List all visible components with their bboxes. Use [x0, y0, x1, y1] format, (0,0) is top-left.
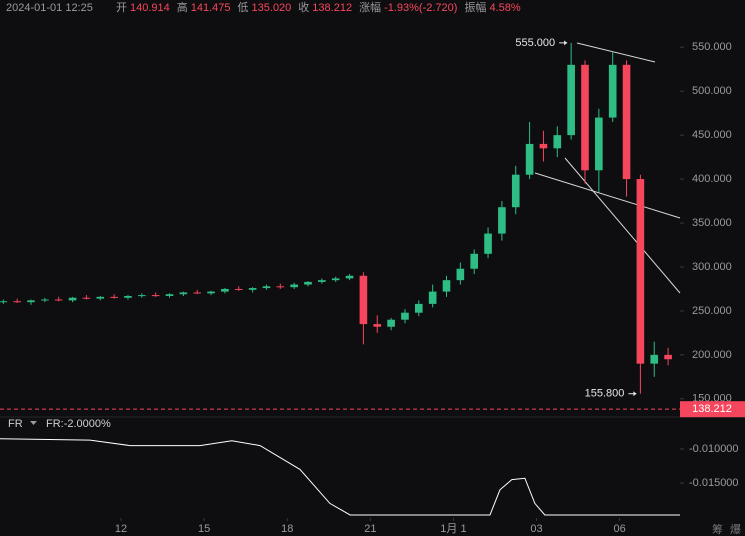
candle-body — [27, 300, 35, 303]
candle-body — [553, 135, 562, 149]
candle-body — [345, 275, 354, 279]
candle-body — [221, 288, 229, 292]
header-value: 141.475 — [191, 2, 231, 14]
y-tick-label: 400.000 — [692, 173, 732, 185]
indicator-label: FR:-2.0000% — [46, 418, 111, 430]
candle-body — [622, 64, 631, 180]
header-value: 135.020 — [252, 2, 292, 14]
x-tick-label: 1月 1 — [440, 523, 466, 535]
y2-tick-label: -0.015000 — [689, 477, 739, 489]
candle-body — [0, 301, 8, 303]
y-tick-label: 350.000 — [692, 217, 732, 229]
candle-body — [13, 301, 21, 303]
candle-body — [138, 295, 146, 297]
candle-body — [234, 288, 243, 290]
header-label: 低 — [238, 1, 249, 14]
y-tick-label: 300.000 — [692, 261, 732, 273]
header-value: 138.212 — [312, 2, 352, 14]
header-time: 2024-01-01 12:25 — [6, 2, 93, 14]
candle-body — [650, 354, 659, 364]
header-label: 涨幅 — [359, 1, 381, 14]
header-quotes: 开 140.914 高 141.475 低 135.020 收 138.212 涨幅 -1.93%… — [116, 0, 521, 14]
x-tick-label: 15 — [198, 523, 210, 535]
y-tick-label: 550.000 — [692, 41, 732, 53]
header-value: -1.93%(-2.720) — [384, 2, 457, 14]
header-value: 140.914 — [130, 2, 170, 14]
annotation-label: 155.800 — [585, 388, 625, 400]
x-tick-label: 12 — [115, 523, 127, 535]
x-tick-label: 06 — [613, 523, 625, 535]
candle-body — [193, 292, 202, 294]
y2-tick-label: -0.010000 — [689, 443, 739, 455]
candle-body — [318, 280, 326, 282]
candle-body — [498, 207, 506, 234]
candle-body — [636, 179, 645, 364]
annotation-arrowhead — [564, 40, 568, 46]
candle-body — [124, 295, 132, 298]
candle-body — [110, 296, 118, 298]
header-label: 收 — [298, 0, 309, 14]
y-tick-label: 200.000 — [692, 349, 732, 361]
trend-line — [576, 42, 656, 63]
candle-body — [290, 284, 298, 288]
annotation-label: 555.000 — [515, 37, 555, 49]
candle-body — [68, 297, 77, 301]
candle-body — [96, 296, 105, 299]
candle-body — [414, 303, 423, 313]
candle-body — [387, 319, 395, 327]
candle-body — [248, 288, 257, 290]
candle-body — [442, 280, 451, 292]
candle-body — [165, 294, 174, 296]
header-label: 高 — [177, 0, 188, 14]
x-tick-label: 21 — [364, 523, 376, 535]
candle-body — [525, 143, 534, 175]
candle-body — [179, 292, 188, 295]
candle-body — [262, 286, 271, 289]
candle-body — [401, 312, 409, 320]
candle-body — [567, 64, 575, 136]
candle-body — [304, 281, 312, 285]
header-value: 4.58% — [489, 2, 520, 14]
candle-body — [41, 299, 49, 301]
candle-body — [456, 268, 465, 281]
candle-body — [359, 275, 368, 325]
candle-body — [581, 64, 589, 171]
candle-body — [595, 117, 603, 171]
candle-body — [539, 143, 548, 149]
candle-body — [511, 174, 520, 208]
candle-body — [608, 64, 617, 118]
header-label: 振幅 — [464, 0, 486, 14]
footer-icon[interactable]: 爆 — [730, 522, 741, 536]
indicator-line — [0, 438, 680, 516]
footer-icon[interactable]: 筹 — [712, 522, 723, 536]
candle-body — [484, 233, 492, 254]
candle-body — [151, 295, 160, 297]
dropdown-icon[interactable] — [30, 421, 37, 425]
y-tick-label: 500.000 — [692, 85, 732, 97]
y-tick-label: 450.000 — [692, 129, 732, 141]
candle-body — [373, 324, 382, 327]
trend-line — [564, 157, 681, 294]
candle-body — [82, 297, 91, 299]
annotation-arrowhead — [633, 391, 637, 397]
y-tick-label: 250.000 — [692, 305, 732, 317]
indicator-name[interactable]: FR — [8, 418, 23, 430]
candle-body — [54, 299, 63, 301]
candle-body — [664, 354, 672, 360]
x-tick-label: 03 — [530, 523, 542, 535]
candle-body — [331, 278, 340, 281]
trend-line — [534, 172, 681, 219]
last-price-box — [680, 401, 745, 418]
last-price-label: 138.212 — [692, 403, 732, 415]
candle-body — [428, 291, 437, 304]
candle-body — [276, 286, 285, 288]
x-tick-label: 18 — [281, 523, 293, 535]
candle-body — [207, 291, 215, 294]
candle-body — [470, 253, 479, 269]
header-label: 开 — [116, 2, 127, 14]
